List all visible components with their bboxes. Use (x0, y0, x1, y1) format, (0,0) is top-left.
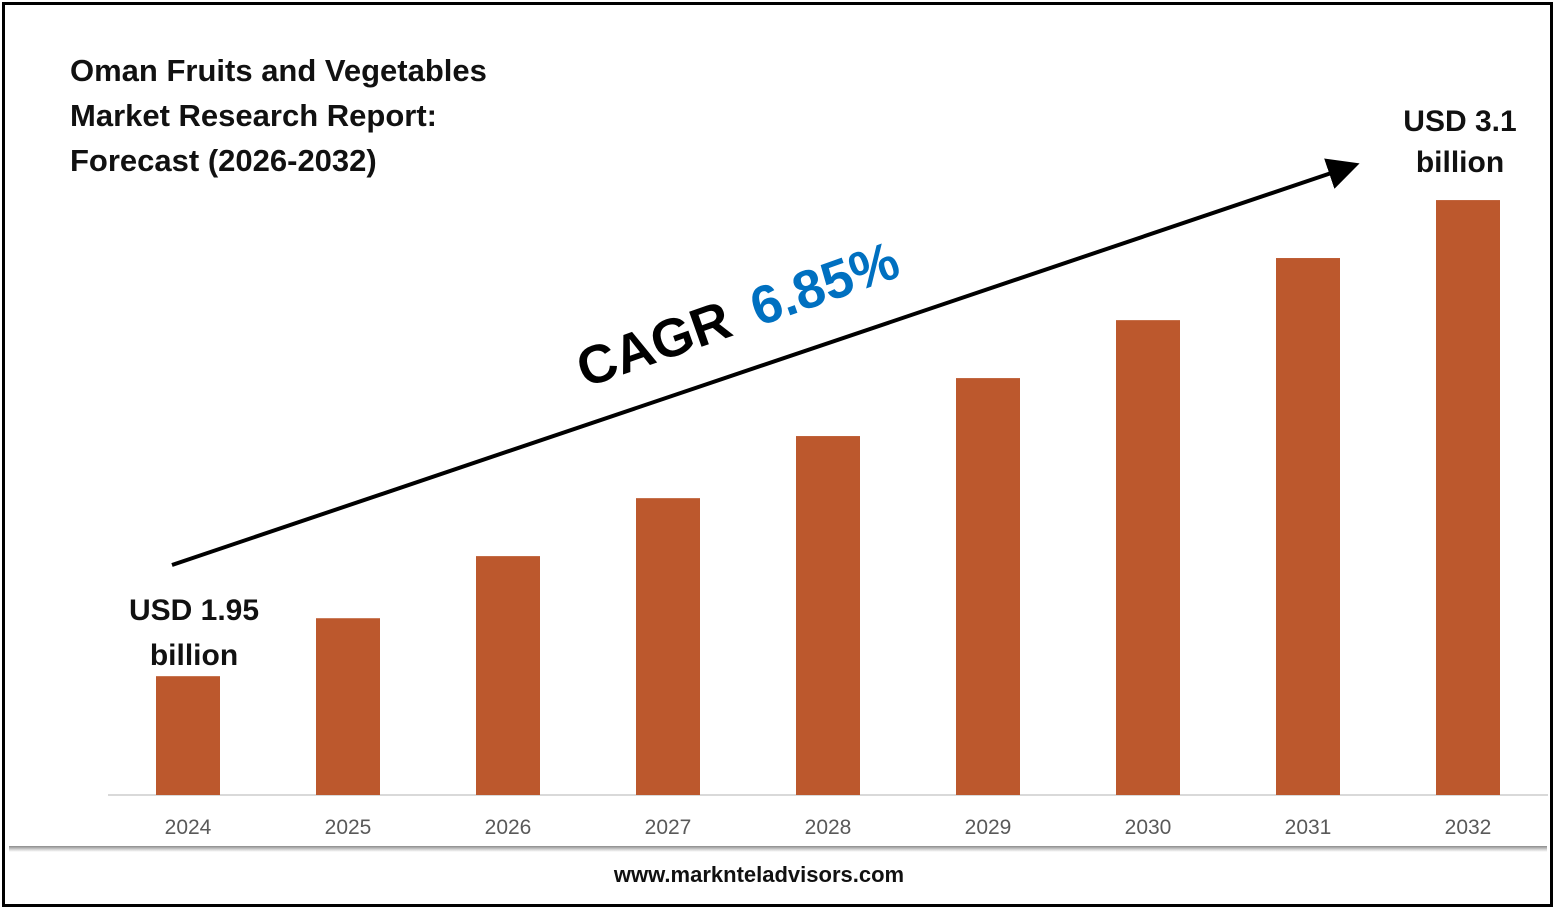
bar-2024 (156, 676, 220, 795)
end-value-label-line2: billion (1416, 146, 1504, 179)
bar-2030 (1116, 320, 1180, 795)
x-tick-label-2028: 2028 (805, 816, 852, 839)
start-value-label-line2: billion (150, 639, 238, 672)
cagr-value: 6.85% (742, 230, 906, 338)
x-tick-label-2026: 2026 (485, 816, 532, 839)
chart-title: Oman Fruits and Vegetables Market Resear… (70, 53, 487, 178)
x-tick-labels: 2024 2025 2026 2027 2028 2029 2030 2031 2032 (165, 816, 1492, 839)
x-tick-label-2024: 2024 (165, 816, 212, 839)
footer-divider (9, 846, 1547, 852)
bar-2031 (1276, 258, 1340, 795)
start-value-label-line1: USD 1.95 (129, 594, 259, 627)
x-tick-label-2025: 2025 (325, 816, 372, 839)
footer-website: www.marknteladvisors.com (613, 862, 905, 887)
x-tick-label-2030: 2030 (1125, 816, 1172, 839)
x-tick-label-2027: 2027 (645, 816, 692, 839)
bar-2028 (796, 436, 860, 795)
growth-arrow (171, 158, 1360, 567)
bar-2026 (476, 556, 540, 795)
x-tick-label-2032: 2032 (1445, 816, 1492, 839)
x-tick-label-2029: 2029 (965, 816, 1012, 839)
bar-2027 (636, 498, 700, 795)
end-value-label-line1: USD 3.1 (1403, 105, 1516, 138)
bar-2029 (956, 378, 1020, 795)
bar-2025 (316, 618, 380, 795)
bar-2032 (1436, 200, 1500, 795)
x-tick-label-2031: 2031 (1285, 816, 1332, 839)
bars-group (156, 200, 1500, 795)
